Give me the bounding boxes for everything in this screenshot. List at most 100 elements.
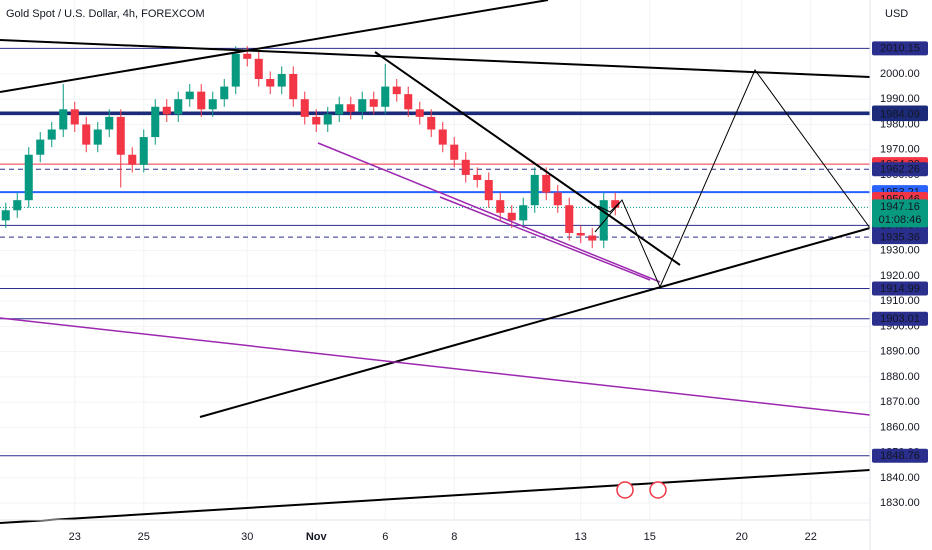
x-tick-label: 13 <box>575 531 587 543</box>
x-tick-label: 25 <box>138 531 150 543</box>
candle-body <box>519 205 528 221</box>
candle-body <box>289 73 298 100</box>
y-tick-label: 1930.00 <box>880 245 920 257</box>
y-tick-label: 1830.00 <box>880 497 920 509</box>
candle-body <box>151 106 160 138</box>
candle-body <box>496 200 505 213</box>
candle-body <box>335 104 344 115</box>
chart-title: Gold Spot / U.S. Dollar, 4h, FOREXCOM <box>6 8 205 20</box>
candle-body <box>611 200 620 208</box>
grid-layer <box>0 0 870 520</box>
price-badge-label: 1903.01 <box>880 313 920 325</box>
y-tick-label: 1910.00 <box>880 295 920 307</box>
candle-body <box>599 200 608 241</box>
candle-body <box>438 129 447 145</box>
event-icon[interactable] <box>616 481 634 499</box>
trend-line <box>374 51 681 266</box>
candle-body <box>243 53 252 59</box>
candle-body <box>473 174 482 180</box>
price-badge <box>872 311 928 326</box>
candle-body <box>450 144 459 160</box>
price-badge-label: 1935.36 <box>880 232 920 244</box>
candle-body <box>208 99 217 110</box>
projection-path <box>594 69 871 289</box>
candle-body <box>427 116 436 130</box>
trend-line <box>199 227 871 418</box>
candle-body <box>530 174 539 206</box>
y-tick-label: 2000.00 <box>880 68 920 80</box>
x-tick-label: 23 <box>69 531 81 543</box>
candle-body <box>576 232 585 236</box>
price-badge <box>872 107 928 122</box>
candle-body <box>174 99 183 115</box>
drawings <box>0 0 871 524</box>
y-tick-label: 1980.00 <box>880 118 920 130</box>
candle-body <box>220 86 229 100</box>
candle-body <box>1 210 10 221</box>
candle-body <box>369 99 378 107</box>
candle-body <box>358 99 367 112</box>
candle-body <box>507 212 516 221</box>
x-tick-label: 20 <box>736 531 748 543</box>
price-badge <box>872 41 928 56</box>
x-tick-label: 22 <box>805 531 817 543</box>
candle-body <box>266 79 275 87</box>
event-icons <box>616 481 667 499</box>
candle-body <box>128 154 137 165</box>
event-icon[interactable] <box>649 481 667 499</box>
trend-line <box>0 0 549 93</box>
last-price-label: 1947.16 <box>880 201 920 213</box>
candle-body <box>47 129 56 140</box>
candle-body <box>565 205 574 233</box>
candle-body <box>82 124 91 145</box>
price-badge-label: 1914.99 <box>880 283 920 295</box>
y-tick-label: 1840.00 <box>880 472 920 484</box>
currency-label[interactable]: USD <box>885 8 908 20</box>
candle-body <box>588 235 597 241</box>
candle-body <box>300 99 309 117</box>
price-badge-label: 1962.26 <box>880 164 920 176</box>
y-tick-label: 1890.00 <box>880 346 920 358</box>
countdown-label: 01:08:46 <box>879 214 922 226</box>
y-tick-label: 1860.00 <box>880 421 920 433</box>
candle-body <box>116 116 125 155</box>
candle-body <box>185 91 194 100</box>
candle-body <box>461 159 470 175</box>
candle-body <box>105 116 114 130</box>
x-tick-label: 15 <box>644 531 656 543</box>
y-tick-label: 1970.00 <box>880 144 920 156</box>
trend-line <box>0 469 871 524</box>
y-tick-label: 1920.00 <box>880 270 920 282</box>
price-badge <box>872 162 928 177</box>
candle-body <box>404 94 413 110</box>
levels-layer <box>0 47 870 457</box>
candle-body <box>162 106 171 115</box>
price-badge <box>872 448 928 463</box>
x-tick-label: 30 <box>241 531 253 543</box>
candle-body <box>312 116 321 125</box>
candle-body <box>323 114 332 125</box>
axis-layer: 1830.001840.001850.001860.001870.001880.… <box>69 41 928 543</box>
trend-line <box>0 39 871 78</box>
candle-body <box>381 86 390 107</box>
y-tick-label: 1870.00 <box>880 396 920 408</box>
candle-body <box>93 129 102 145</box>
candle-body <box>392 86 401 95</box>
y-tick-label: 1990.00 <box>880 93 920 105</box>
trend-line <box>317 142 661 283</box>
trend-line <box>439 196 651 281</box>
candle-body <box>277 73 286 87</box>
candles-layer <box>1 46 620 249</box>
candle-body <box>70 109 79 125</box>
candle-body <box>415 109 424 117</box>
trend-line <box>0 317 871 416</box>
x-tick-label: 8 <box>451 531 457 543</box>
projection-path <box>597 201 621 213</box>
candle-body <box>254 58 263 80</box>
price-badge <box>872 281 928 296</box>
candle-body <box>139 137 148 165</box>
candle-body <box>346 104 355 112</box>
candle-body <box>484 179 493 201</box>
price-badge <box>872 230 928 245</box>
